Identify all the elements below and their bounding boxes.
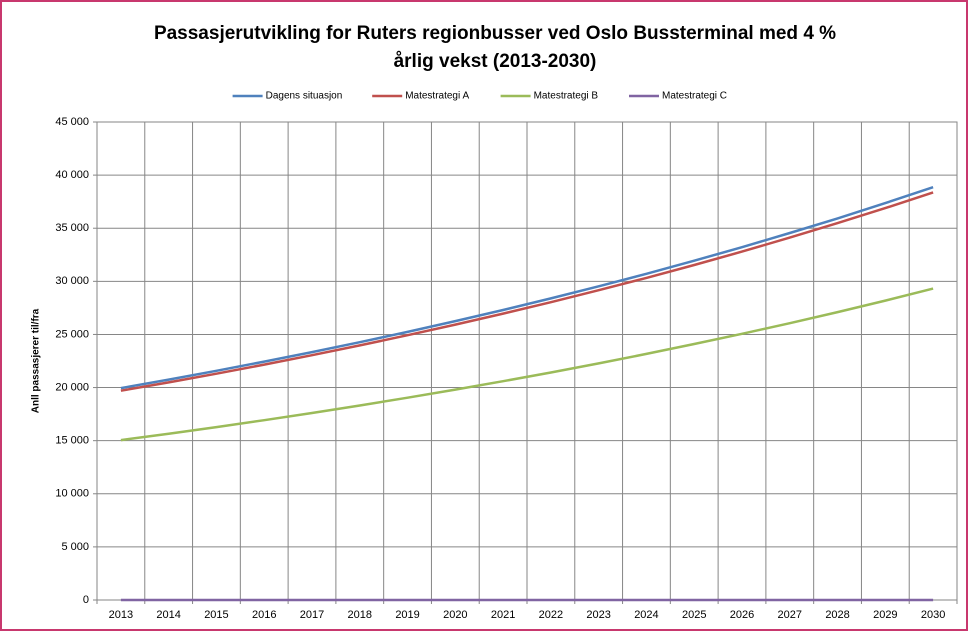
x-tick-label: 2017 [300, 609, 324, 621]
x-tick-label: 2025 [682, 609, 706, 621]
x-tick-label: 2024 [634, 609, 658, 621]
y-tick-label: 25 000 [55, 328, 89, 340]
x-tick-label: 2023 [586, 609, 610, 621]
x-tick-label: 2028 [825, 609, 849, 621]
x-tick-label: 2030 [921, 609, 945, 621]
y-tick-label: 15 000 [55, 435, 89, 447]
x-tick-label: 2022 [539, 609, 563, 621]
x-tick-label: 2019 [395, 609, 419, 621]
x-tick-label: 2014 [156, 609, 180, 621]
x-tick-label: 2029 [873, 609, 897, 621]
x-tick-label: 2026 [730, 609, 754, 621]
y-tick-label: 45 000 [55, 116, 89, 128]
x-tick-label: 2018 [348, 609, 372, 621]
y-tick-label: 0 [83, 594, 89, 606]
chart-title: årlig vekst (2013-2030) [394, 51, 597, 72]
x-tick-label: 2016 [252, 609, 276, 621]
x-tick-label: 2021 [491, 609, 515, 621]
legend-label: Dagens situasjon [266, 91, 343, 102]
x-tick-label: 2015 [204, 609, 228, 621]
series-line [120, 287, 934, 442]
y-tick-label: 20 000 [55, 381, 89, 393]
series-line [120, 186, 934, 390]
y-tick-label: 40 000 [55, 169, 89, 181]
x-tick-label: 2020 [443, 609, 467, 621]
x-tick-label: 2027 [778, 609, 802, 621]
series-line [120, 191, 934, 392]
y-axis-label: Anll passasjerer til/fra [31, 308, 42, 413]
legend-label: Matestrategi C [662, 91, 727, 102]
y-tick-label: 5 000 [61, 541, 89, 553]
legend-label: Matestrategi A [405, 91, 469, 102]
chart-title: Passasjerutvikling for Ruters regionbuss… [154, 23, 836, 44]
y-tick-label: 30 000 [55, 275, 89, 287]
y-tick-label: 10 000 [55, 488, 89, 500]
x-tick-label: 2013 [109, 609, 133, 621]
legend-label: Matestrategi B [534, 91, 599, 102]
y-tick-label: 35 000 [55, 222, 89, 234]
